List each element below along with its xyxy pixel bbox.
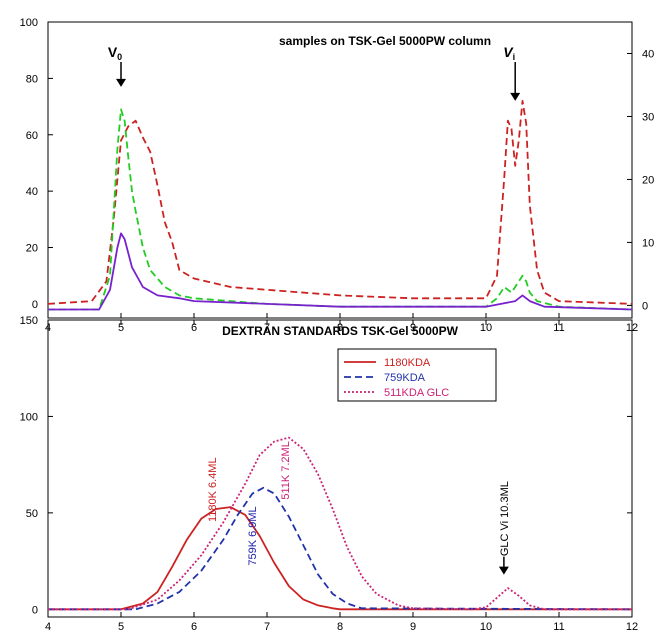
chart0-annotation-0-arrow-head xyxy=(116,78,126,87)
chart0-y-tick-label: 0 xyxy=(32,299,38,311)
chart1-x-tick-label: 10 xyxy=(480,621,492,633)
chart0-x-tick-label: 5 xyxy=(118,322,124,334)
chart1-annotation-3: GLC Vi 10.3ML xyxy=(499,481,511,556)
chart0-annotation-1-sub: i xyxy=(513,52,516,62)
chart0-annotation-1: Vi xyxy=(503,44,515,62)
chart0-y2-tick-label: 20 xyxy=(642,174,654,186)
chart1-series-1-line xyxy=(48,486,632,611)
chart1-y-tick-label: 150 xyxy=(20,315,38,327)
chart1-y-tick-label: 50 xyxy=(26,508,38,520)
chart1-annotation-3-arrow-head xyxy=(498,566,509,575)
chart1-x-tick-label: 12 xyxy=(626,621,638,633)
chart1-x-tick-label: 9 xyxy=(410,621,416,633)
chart1-annotation-2: 511K 7.2ML xyxy=(280,441,292,500)
legend-label-2: 511KDA GLC xyxy=(384,387,449,399)
chart0-annotation-1-arrow-head xyxy=(510,92,521,101)
chart1-title: DEXTRAN STANDARDS TSK-Gel 5000PW xyxy=(222,324,458,338)
chart1-series-0-line xyxy=(48,506,632,611)
chart0-x-tick-label: 10 xyxy=(480,322,492,334)
top-chart: 4 5 6 7 8 9 10 11 12020406080100010203040samples… xyxy=(20,17,655,334)
chart0-y2-tick-label: 40 xyxy=(642,48,654,60)
chart0-title: samples on TSK-Gel 5000PW column xyxy=(279,34,491,48)
chart0-x-tick-label: 6 xyxy=(191,322,197,334)
chart1-y-tick-label: 0 xyxy=(32,604,38,616)
legend-label-1: 759KDA xyxy=(384,372,426,384)
chart1-annotation-1: 759K 6.9ML xyxy=(247,506,259,565)
chart0-y-tick-label: 20 xyxy=(26,243,38,255)
chart1-annotation-0: 1180K 6.4ML xyxy=(207,457,219,522)
chart0-annotation-0-sub: 0 xyxy=(117,52,122,62)
chart1-x-tick-label: 4 xyxy=(45,621,51,633)
chart0-y2-tick-label: 0 xyxy=(642,300,648,312)
bottom-chart: 4 5 6 7 8 9 10 11 12 0 50 100 150 DEXTRAN STANDARDS T… xyxy=(20,315,638,633)
chart0-y-tick-label: 60 xyxy=(26,130,38,142)
chart0-x-tick-label: 7 xyxy=(264,322,270,334)
chart0-annotation-0-main: V xyxy=(108,44,118,60)
chart0-series-0-line xyxy=(48,100,632,305)
chart0-series-1-line xyxy=(48,108,632,311)
chart0-y2-tick-label: 30 xyxy=(642,111,654,123)
chart1-x-tick-label: 8 xyxy=(337,621,343,633)
chart0-y2-tick-label: 10 xyxy=(642,237,654,249)
chart0-x-tick-label: 8 xyxy=(337,322,343,334)
chart0-y-tick-label: 100 xyxy=(20,17,38,29)
chart0-annotation-1-main: V xyxy=(503,44,514,60)
chart1-y-tick-label: 100 xyxy=(20,411,38,423)
chart0-series-2-line xyxy=(48,232,632,311)
chart0-x-tick-label: 11 xyxy=(553,322,564,334)
legend-label-0: 1180KDA xyxy=(384,357,431,369)
chart0-x-tick-label: 9 xyxy=(410,322,416,334)
chart0-y-tick-label: 80 xyxy=(26,73,38,85)
chart0-annotation-0: V0 xyxy=(108,44,122,62)
chart1-x-tick-label: 7 xyxy=(264,621,270,633)
chart1-series-2-line xyxy=(48,436,632,611)
chart1-x-tick-label: 6 xyxy=(191,621,197,633)
chart1-x-tick-label: 5 xyxy=(118,621,124,633)
chart0-y-tick-label: 40 xyxy=(26,186,38,198)
chart1-x-tick-label: 11 xyxy=(553,621,564,633)
